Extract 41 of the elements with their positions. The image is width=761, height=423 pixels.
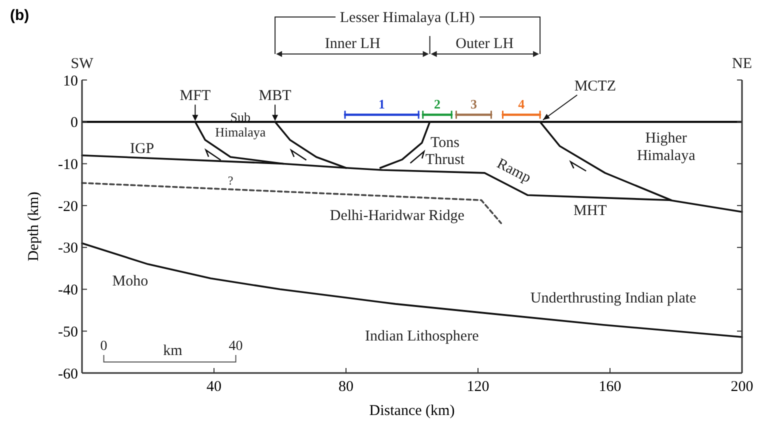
annotation: IGP: [130, 141, 154, 158]
annotation: Higher Himalaya: [636, 130, 696, 164]
text: NE: [732, 56, 752, 72]
annotation: Tons Thrust: [425, 134, 466, 168]
series-label: 1: [378, 96, 386, 112]
annotation: Underthrusting Indian plate: [530, 290, 697, 306]
annotation: MFT: [180, 88, 211, 104]
annotation: Sub Himalaya: [215, 109, 266, 140]
y-tick-label: 0: [70, 115, 78, 132]
annotation: MBT: [258, 88, 292, 104]
x-tick-label: 80: [338, 379, 354, 395]
y-tick-label: -30: [58, 240, 78, 257]
text: SW: [70, 56, 94, 72]
y-tick-label: 10: [63, 73, 78, 90]
series-label: 2: [434, 96, 440, 112]
y-tick-label: -20: [58, 198, 78, 215]
annotation: ?: [228, 174, 234, 188]
annotation: MCTZ: [574, 78, 616, 94]
series-label: 4: [518, 96, 526, 112]
x-tick-label: 40: [206, 379, 222, 395]
y-tick-label: -40: [58, 282, 78, 299]
y-axis-title: Depth (km): [26, 192, 42, 262]
text: Outer LH: [456, 36, 514, 52]
annotation: km: [163, 343, 183, 360]
y-tick-label: -60: [58, 366, 78, 382]
y-tick-label: -10: [58, 156, 78, 173]
text: Inner LH: [324, 36, 380, 52]
x-tick-label: 160: [598, 379, 622, 395]
annotation: Indian Lithosphere: [365, 328, 480, 345]
x-tick-label: 200: [730, 379, 754, 395]
annotation: 40: [228, 338, 243, 354]
text: Lesser Himalaya (LH): [340, 10, 475, 26]
annotation: MHT: [574, 203, 607, 220]
series-label: 3: [470, 96, 478, 112]
annotation: 0: [100, 338, 108, 354]
annotation: Delhi-Haridwar Ridge: [330, 208, 465, 224]
x-tick-label: 120: [466, 379, 490, 395]
text: (b): [10, 7, 30, 24]
annotation: Moho: [112, 273, 148, 290]
y-tick-label: -50: [58, 324, 78, 340]
x-axis-title: Distance (km): [369, 403, 455, 419]
